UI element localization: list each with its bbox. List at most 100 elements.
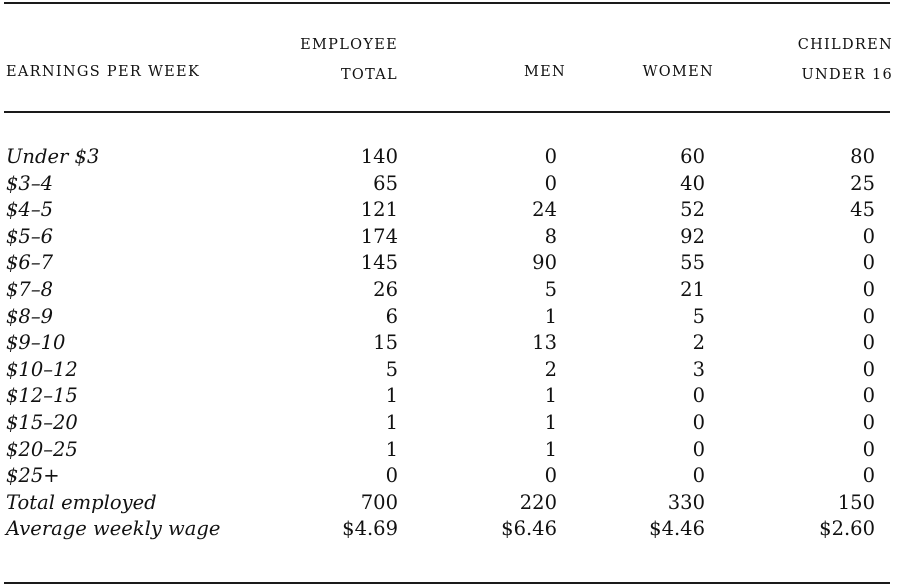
cell-men: 0 (544, 171, 557, 195)
cell-employee-total: 1 (385, 384, 398, 408)
row-label: Under $3 (6, 145, 100, 168)
cell-children: 0 (862, 331, 875, 355)
cell-women: 0 (692, 384, 705, 408)
row-label: $3–4 (6, 171, 53, 195)
row-label: $9–10 (6, 331, 66, 355)
cell-employee-total: 145 (360, 251, 398, 275)
cell-women: 92 (680, 224, 705, 248)
cell-men: 1 (544, 304, 557, 328)
cell-children: 0 (862, 437, 875, 461)
cell-men: 5 (544, 277, 557, 301)
table-row: $9–10 15 13 2 0 (0, 330, 900, 357)
cell-employee-total: 26 (373, 277, 398, 301)
cell-employee-total: 700 (360, 490, 398, 514)
cell-women: 60 (680, 145, 705, 168)
row-label: $15–20 (6, 410, 78, 434)
row-label: $6–7 (6, 251, 53, 275)
cell-employee-total: 174 (360, 224, 398, 248)
table-row: $20–25 1 1 0 0 (0, 437, 900, 464)
cell-women: 21 (680, 277, 705, 301)
cell-men: 24 (532, 198, 557, 222)
cell-men: 0 (544, 464, 557, 488)
row-label: $12–15 (6, 384, 78, 408)
header-children-line-2: UNDER 16 (801, 67, 893, 83)
cell-employee-total: 1 (385, 410, 398, 434)
cell-employee-total: $4.69 (342, 517, 398, 541)
row-label: Average weekly wage (6, 517, 221, 541)
cell-women: 52 (680, 198, 705, 222)
table-row: $5–6 174 8 92 0 (0, 224, 900, 251)
cell-children: 0 (862, 410, 875, 434)
row-label: $5–6 (6, 224, 53, 248)
table-row: Average weekly wage $4.69 $6.46 $4.46 $2.60 (0, 516, 900, 543)
header-women: WOMEN (643, 57, 714, 87)
header-bottom-rule (4, 111, 890, 113)
cell-employee-total: 15 (373, 331, 398, 355)
row-label: $20–25 (6, 437, 78, 461)
cell-men: 2 (544, 357, 557, 381)
header-children-line-1: CHILDREN (797, 37, 893, 53)
cell-women: 55 (680, 251, 705, 275)
cell-children: 0 (862, 251, 875, 275)
cell-employee-total: 140 (360, 145, 398, 168)
table-row: Under $3 140 0 60 80 (0, 144, 900, 171)
row-label: $4–5 (6, 198, 53, 222)
cell-men: 90 (532, 251, 557, 275)
cell-employee-total: 0 (385, 464, 398, 488)
row-label: $8–9 (6, 304, 53, 328)
cell-women: 3 (692, 357, 705, 381)
cell-men: 1 (544, 410, 557, 434)
table-row: $25+ 0 0 0 0 (0, 463, 900, 490)
cell-children: 0 (862, 224, 875, 248)
table-body: Under $3 140 0 60 80 $3–4 65 0 40 25 $4–5 121 24 52 45… (0, 144, 900, 543)
header-women-line: WOMEN (642, 64, 714, 80)
row-label: $25+ (6, 464, 60, 488)
cell-men: 220 (519, 490, 557, 514)
row-label: $10–12 (6, 357, 78, 381)
cell-children: 150 (837, 490, 875, 514)
table-row: $4–5 121 24 52 45 (0, 197, 900, 224)
cell-women: 0 (692, 464, 705, 488)
cell-employee-total: 5 (385, 357, 398, 381)
cell-children: 0 (862, 464, 875, 488)
header-men: MEN (524, 57, 566, 87)
cell-women: 330 (667, 490, 705, 514)
cell-children: 0 (862, 357, 875, 381)
row-label: $7–8 (6, 277, 53, 301)
table-row: Total employed 700 220 330 150 (0, 490, 900, 517)
cell-men: $6.46 (501, 517, 557, 541)
cell-women: 0 (692, 437, 705, 461)
table-bottom-rule (4, 582, 890, 584)
table-row: $8–9 6 1 5 0 (0, 304, 900, 331)
cell-men: 0 (544, 145, 557, 168)
header-total-line-2: TOTAL (340, 67, 398, 83)
table-top-rule (4, 2, 890, 4)
header-total-line-1: EMPLOYEE (300, 37, 398, 53)
cell-employee-total: 121 (360, 198, 398, 222)
cell-women: $4.46 (649, 517, 705, 541)
header-earnings-line: EARNINGS PER WEEK (6, 64, 201, 80)
cell-men: 1 (544, 384, 557, 408)
cell-children: 0 (862, 384, 875, 408)
cell-employee-total: 1 (385, 437, 398, 461)
cell-children: 80 (850, 145, 875, 168)
cell-children: 0 (862, 277, 875, 301)
cell-men: 1 (544, 437, 557, 461)
cell-women: 0 (692, 410, 705, 434)
row-label: Total employed (6, 490, 157, 514)
cell-employee-total: 65 (373, 171, 398, 195)
table-row: $10–12 5 2 3 0 (0, 357, 900, 384)
header-employee-total: EMPLOYEE TOTAL (300, 30, 398, 90)
table-row: $6–7 145 90 55 0 (0, 250, 900, 277)
header-children-under-16: CHILDREN UNDER 16 (798, 30, 893, 90)
table-row: $12–15 1 1 0 0 (0, 383, 900, 410)
cell-children: 45 (850, 198, 875, 222)
cell-men: 13 (532, 331, 557, 355)
cell-women: 40 (680, 171, 705, 195)
cell-women: 5 (692, 304, 705, 328)
cell-employee-total: 6 (385, 304, 398, 328)
cell-children: 0 (862, 304, 875, 328)
header-earnings-per-week: EARNINGS PER WEEK (6, 57, 200, 87)
cell-children: $2.60 (819, 517, 875, 541)
table-row: $15–20 1 1 0 0 (0, 410, 900, 437)
